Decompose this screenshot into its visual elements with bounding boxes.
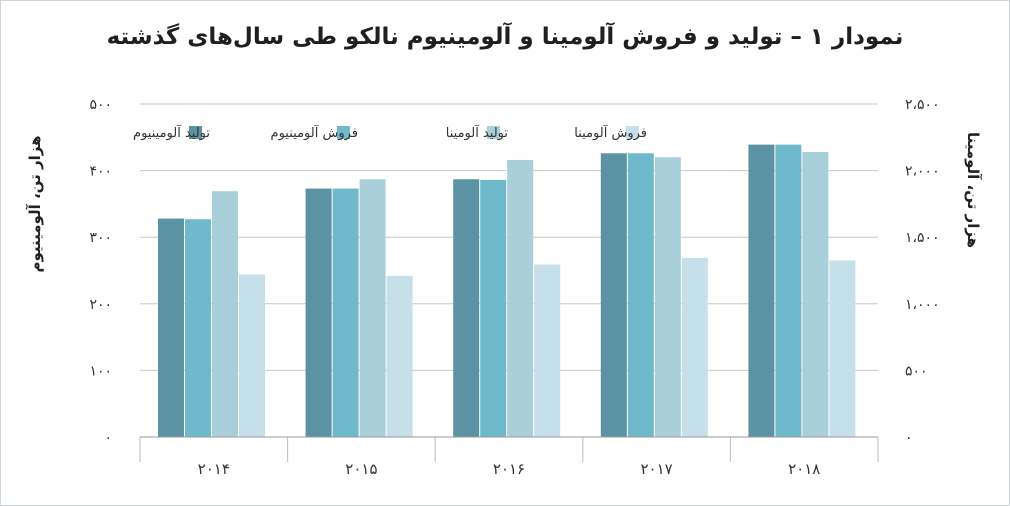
bar: [534, 264, 561, 437]
right-axis-label: هزار تن، آلومینا: [964, 132, 982, 248]
bar: [453, 179, 480, 437]
bar: [654, 157, 681, 437]
legend-label: فروش آلومینیوم: [271, 124, 358, 141]
bar: [748, 144, 775, 437]
bar: [829, 260, 856, 437]
bar: [305, 188, 332, 437]
right-tick-label: ۲،۰۰۰: [905, 164, 940, 180]
bar: [158, 218, 184, 437]
legend-swatch: [189, 126, 202, 139]
bar: [359, 179, 386, 437]
left-axis-ticks: ۰ ۱۰۰ ۲۰۰ ۳۰۰ ۴۰۰ ۵۰۰: [89, 97, 112, 446]
category-label: ۲۰۱۸: [788, 460, 820, 478]
category-label: ۲۰۱۵: [345, 460, 377, 478]
right-tick-label: ۵۰۰: [905, 363, 928, 379]
bars: [158, 144, 856, 437]
bar: [600, 153, 627, 437]
left-axis-label: هزار تن، آلومینیوم: [26, 135, 44, 272]
right-axis-ticks: ۰ ۵۰۰ ۱،۰۰۰ ۱،۵۰۰ ۲،۰۰۰ ۲،۵۰۰: [905, 97, 940, 446]
bar: [681, 257, 708, 437]
bar: [507, 159, 534, 437]
left-tick-label: ۰: [104, 430, 112, 446]
bar: [386, 275, 413, 437]
category-label: ۲۰۱۶: [493, 460, 525, 478]
legend-swatch: [487, 126, 500, 139]
bar: [212, 191, 238, 437]
x-axis: [139, 436, 879, 462]
category-labels: ۲۰۱۴ ۲۰۱۵ ۲۰۱۶ ۲۰۱۷ ۲۰۱۸: [198, 460, 821, 478]
chart-title: نمودار ۱ – تولید و فروش آلومینا و آلومین…: [106, 24, 904, 50]
left-tick-label: ۳۰۰: [89, 230, 112, 246]
bar: [185, 219, 211, 437]
bar: [775, 144, 802, 437]
bar: [627, 153, 654, 437]
left-tick-label: ۲۰۰: [89, 297, 112, 313]
bar: [239, 274, 265, 437]
left-tick-label: ۵۰۰: [89, 97, 112, 113]
right-tick-label: ۲،۵۰۰: [905, 97, 940, 113]
legend-label: تولید آلومینا: [446, 124, 509, 141]
bar: [332, 188, 359, 437]
bar: [802, 151, 829, 437]
legend-label: تولید آلومینیوم: [133, 124, 210, 141]
category-label: ۲۰۱۴: [198, 460, 230, 478]
right-tick-label: ۱،۵۰۰: [905, 230, 940, 246]
legend-swatch: [337, 126, 350, 139]
legend-label: فروش آلومینا: [574, 124, 647, 141]
right-tick-label: ۰: [905, 430, 913, 446]
bar: [480, 179, 507, 437]
legend-swatch: [626, 126, 639, 139]
right-tick-label: ۱،۰۰۰: [905, 297, 940, 313]
left-tick-label: ۴۰۰: [89, 164, 112, 180]
legend: تولید آلومینیوم فروش آلومینیوم تولید آلومی…: [133, 124, 647, 141]
category-label: ۲۰۱۷: [640, 460, 672, 478]
left-tick-label: ۱۰۰: [89, 363, 112, 379]
